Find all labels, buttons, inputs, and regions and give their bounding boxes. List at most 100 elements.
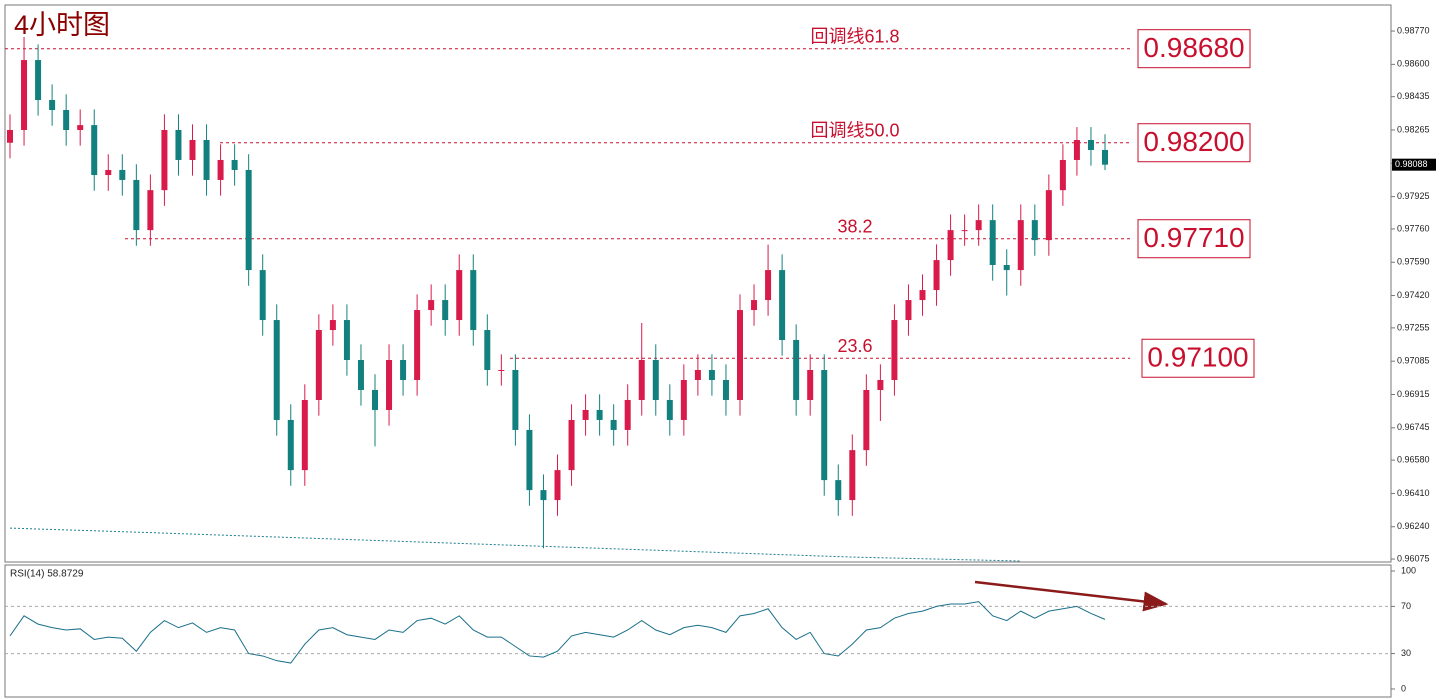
level-box xyxy=(1137,219,1251,259)
candle-body xyxy=(933,260,940,291)
candle-body xyxy=(1059,159,1066,191)
y-tick-label: 0.97085 xyxy=(1397,356,1430,366)
candle-body xyxy=(21,60,28,130)
candle-body xyxy=(540,490,547,501)
candle-body xyxy=(357,360,364,390)
candle-body xyxy=(596,409,603,420)
candle-body xyxy=(1031,220,1038,241)
level-name: 38.2 xyxy=(837,216,872,236)
candle-body xyxy=(835,480,842,501)
candle-body xyxy=(301,399,308,471)
candle-body xyxy=(863,389,870,451)
candle-body xyxy=(554,470,561,501)
candle-body xyxy=(161,129,168,191)
candle-body xyxy=(919,290,926,301)
candle-body xyxy=(203,139,210,180)
candle-body xyxy=(372,389,378,410)
candle-body xyxy=(189,139,196,160)
last-price-box xyxy=(1392,158,1436,171)
candle-body xyxy=(245,169,252,271)
candle-body xyxy=(147,190,154,231)
candle-body xyxy=(975,220,982,231)
candle-body xyxy=(624,399,631,430)
candle-body xyxy=(765,270,772,301)
main-frame xyxy=(4,4,1392,563)
candle-body xyxy=(63,110,70,130)
y-tick-label: 0.96580 xyxy=(1397,454,1430,464)
candle-body xyxy=(414,310,421,380)
level-name: 回调线50.0 xyxy=(810,120,899,140)
level-name: 回调线61.8 xyxy=(810,26,899,46)
rsi-title: RSI(14) 58.8729 xyxy=(10,569,84,580)
rsi-line xyxy=(9,601,1106,664)
candle-body xyxy=(7,129,13,143)
candle-body xyxy=(1073,139,1080,160)
level-label: 0.97710 xyxy=(1143,222,1244,253)
y-tick-label: 0.96745 xyxy=(1397,422,1430,432)
candle-body xyxy=(400,360,407,380)
candle-body xyxy=(484,330,491,370)
level-box xyxy=(1141,338,1255,378)
y-tick-label: 0.97925 xyxy=(1397,191,1430,201)
candle-body xyxy=(77,125,84,130)
level-label: 0.98680 xyxy=(1143,32,1244,63)
candle-body xyxy=(133,179,140,231)
candle-body xyxy=(680,379,687,420)
y-tick-label: 0.97590 xyxy=(1397,257,1430,267)
divergence-arrow xyxy=(974,580,1169,612)
candle-body xyxy=(512,369,519,430)
candle-body xyxy=(708,369,715,380)
candle-body xyxy=(891,320,898,380)
candle-body xyxy=(652,360,659,400)
candle-body xyxy=(793,340,800,400)
last-price-label: 0.98088 xyxy=(1395,159,1428,169)
candle-body xyxy=(737,310,743,400)
y-tick-label: 0.97420 xyxy=(1397,290,1430,300)
candle-body xyxy=(428,300,435,311)
candle-body xyxy=(442,300,449,321)
candle-body xyxy=(779,270,786,341)
y-tick-label: 0.98435 xyxy=(1397,91,1430,101)
candle-body xyxy=(329,320,336,331)
candle-body xyxy=(638,360,645,400)
y-tick-label: 30 xyxy=(1401,648,1411,658)
candle-body xyxy=(849,450,856,501)
rsi-frame xyxy=(4,564,1392,698)
candle-body xyxy=(526,429,533,491)
y-tick-label: 0.96075 xyxy=(1397,553,1430,563)
candle-body xyxy=(568,419,575,471)
candle-body xyxy=(666,399,673,420)
candle-body xyxy=(386,360,393,410)
candle-body xyxy=(231,159,238,170)
y-tick-label: 0.97255 xyxy=(1397,322,1430,332)
candle-body xyxy=(1017,220,1024,271)
candle-body xyxy=(217,159,224,180)
y-tick-label: 100 xyxy=(1401,565,1416,575)
candle-body xyxy=(49,100,56,111)
candle-body xyxy=(582,409,589,420)
level-name: 23.6 xyxy=(837,336,872,356)
candle-body xyxy=(498,369,505,371)
y-tick-label: 70 xyxy=(1401,601,1411,611)
y-tick-label: 0.98600 xyxy=(1397,59,1430,69)
candle-body xyxy=(470,270,477,331)
level-box xyxy=(1137,123,1251,163)
level-label: 0.98200 xyxy=(1143,126,1244,157)
y-tick-label: 0.98770 xyxy=(1397,25,1430,35)
candle-body xyxy=(35,60,42,101)
y-tick-label: 0 xyxy=(1401,683,1406,693)
level-box xyxy=(1137,29,1251,69)
candle-body xyxy=(989,220,996,265)
candle-body xyxy=(821,369,828,481)
candle-body xyxy=(807,369,814,400)
y-tick-label: 0.96240 xyxy=(1397,521,1430,531)
candle-body xyxy=(1045,190,1052,241)
level-label: 0.97100 xyxy=(1147,342,1248,373)
candle-body xyxy=(694,369,701,380)
chart-title: 4小时图 xyxy=(14,10,110,40)
candle-body xyxy=(610,419,617,430)
candle-body xyxy=(905,300,912,321)
candle-body xyxy=(722,379,729,400)
candle-body xyxy=(175,129,182,160)
